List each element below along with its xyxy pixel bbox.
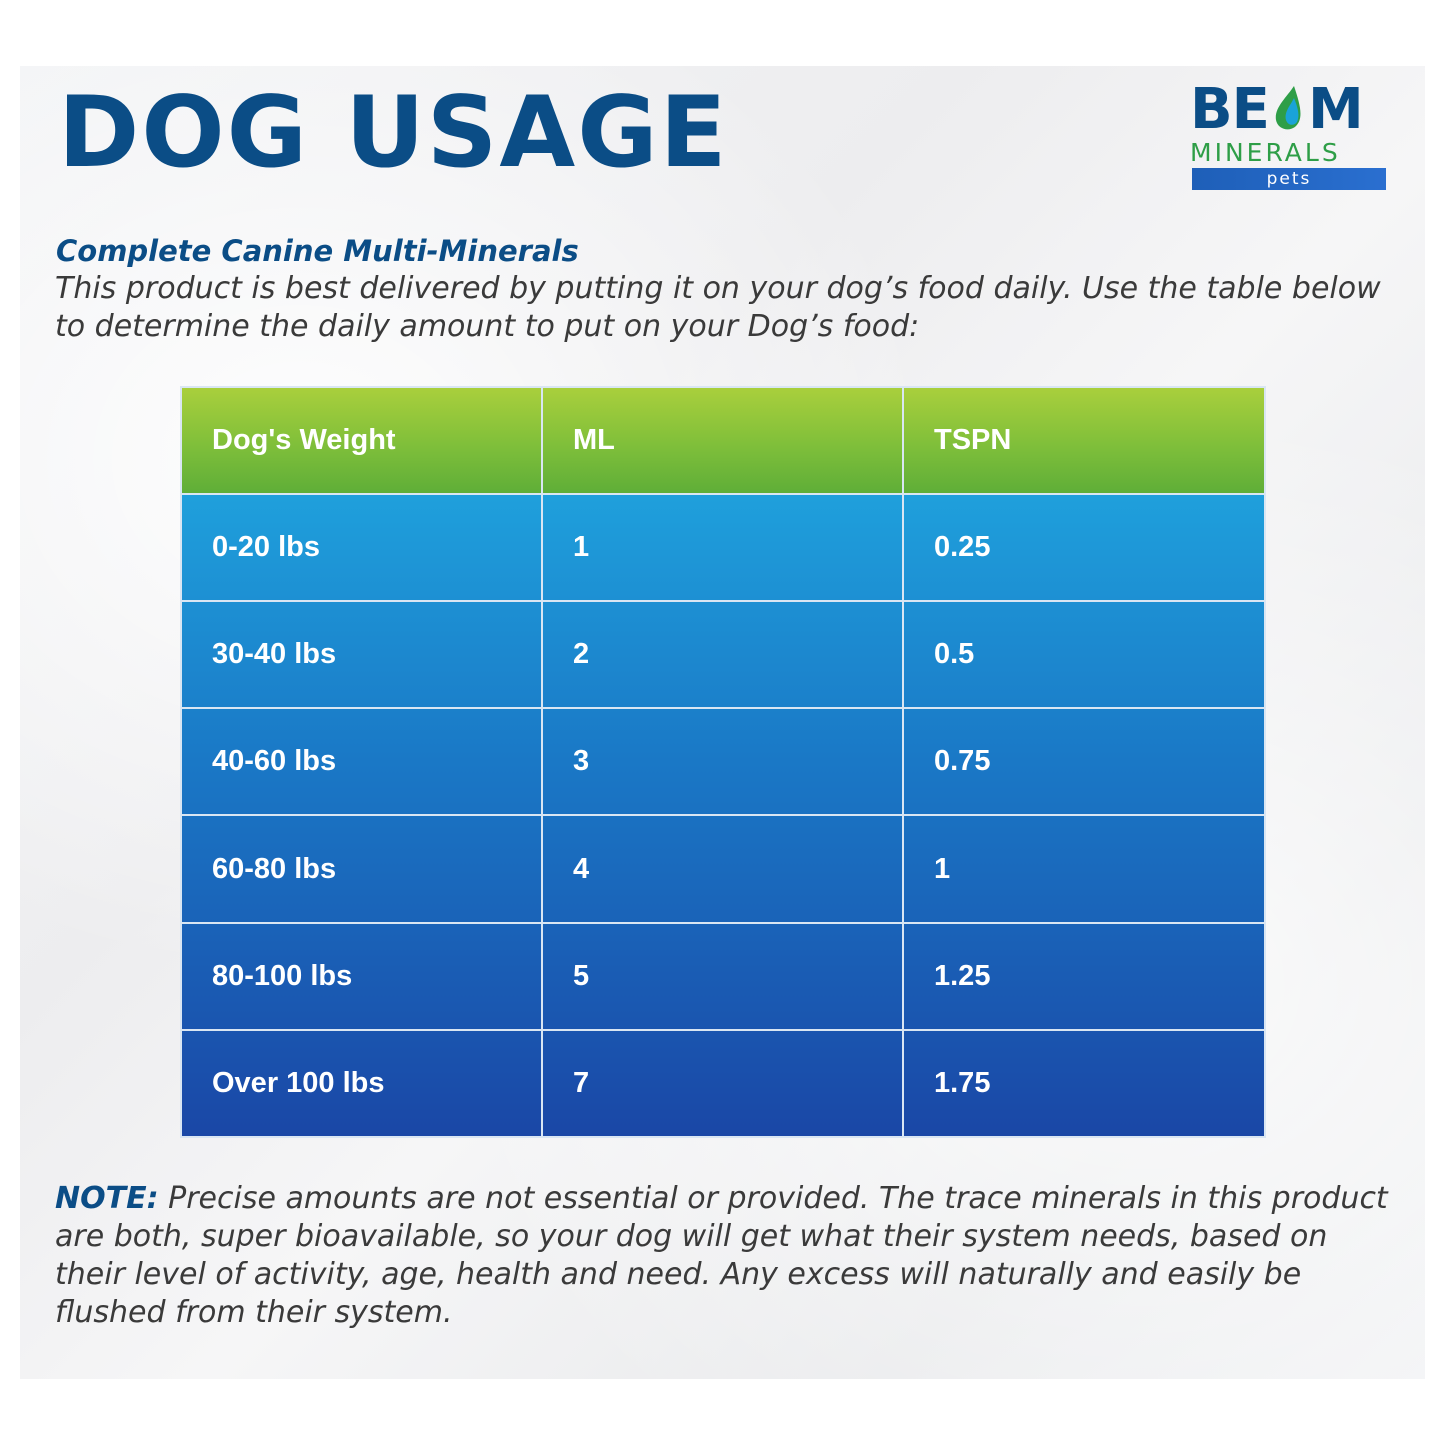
ml-cell: 1 xyxy=(541,492,904,603)
ml-cell: 7 xyxy=(541,1028,904,1139)
ml-cell: 3 xyxy=(541,707,904,817)
table-row: 60-80 lbs 4 1 xyxy=(180,814,1266,924)
header-ml: ML xyxy=(541,386,904,495)
weight-cell: 80-100 lbs xyxy=(180,921,543,1031)
tspn-cell: 1 xyxy=(902,814,1266,924)
dosage-table: Dog's Weight ML TSPN 0-20 lbs 1 0.25 30-… xyxy=(180,386,1266,1139)
weight-cell: 40-60 lbs xyxy=(180,707,543,817)
tspn-cell: 0.75 xyxy=(902,707,1266,817)
ml-cell: 4 xyxy=(541,814,904,924)
tspn-cell: 1.25 xyxy=(902,921,1266,1031)
svg-text:M: M xyxy=(1308,77,1363,136)
header-weight: Dog's Weight xyxy=(180,386,543,495)
page-title: DOG USAGE xyxy=(58,76,729,190)
logo-wordmark: BE M xyxy=(1190,76,1386,142)
tspn-cell: 1.75 xyxy=(902,1028,1266,1139)
brand-logo: BE M MINERALS pets xyxy=(1190,76,1386,192)
table-row: Over 100 lbs 7 1.75 xyxy=(180,1028,1266,1139)
product-description: This product is best delivered by puttin… xyxy=(55,271,1381,344)
svg-text:BE: BE xyxy=(1190,77,1269,136)
weight-cell: 30-40 lbs xyxy=(180,600,543,710)
ml-cell: 2 xyxy=(541,600,904,710)
weight-cell: Over 100 lbs xyxy=(180,1028,543,1139)
product-name: Complete Canine Multi-Minerals xyxy=(56,234,579,268)
beam-logo-icon: BE M xyxy=(1190,77,1364,142)
table-row: 30-40 lbs 2 0.5 xyxy=(180,600,1266,710)
weight-cell: 0-20 lbs xyxy=(180,492,543,603)
header-tspn: TSPN xyxy=(902,386,1266,495)
tspn-cell: 0.5 xyxy=(902,600,1266,710)
table-row: 0-20 lbs 1 0.25 xyxy=(180,492,1266,603)
tspn-cell: 0.25 xyxy=(902,492,1266,603)
note-label: NOTE: xyxy=(55,1181,159,1216)
note-paragraph: NOTE: Precise amounts are not essential … xyxy=(55,1180,1395,1332)
table-row: 80-100 lbs 5 1.25 xyxy=(180,921,1266,1031)
note-text: Precise amounts are not essential or pro… xyxy=(55,1181,1388,1330)
logo-pets: pets xyxy=(1192,168,1386,190)
ml-cell: 5 xyxy=(541,921,904,1031)
table-header-row: Dog's Weight ML TSPN xyxy=(180,386,1266,495)
weight-cell: 60-80 lbs xyxy=(180,814,543,924)
logo-minerals: MINERALS xyxy=(1190,138,1341,167)
table-row: 40-60 lbs 3 0.75 xyxy=(180,707,1266,817)
